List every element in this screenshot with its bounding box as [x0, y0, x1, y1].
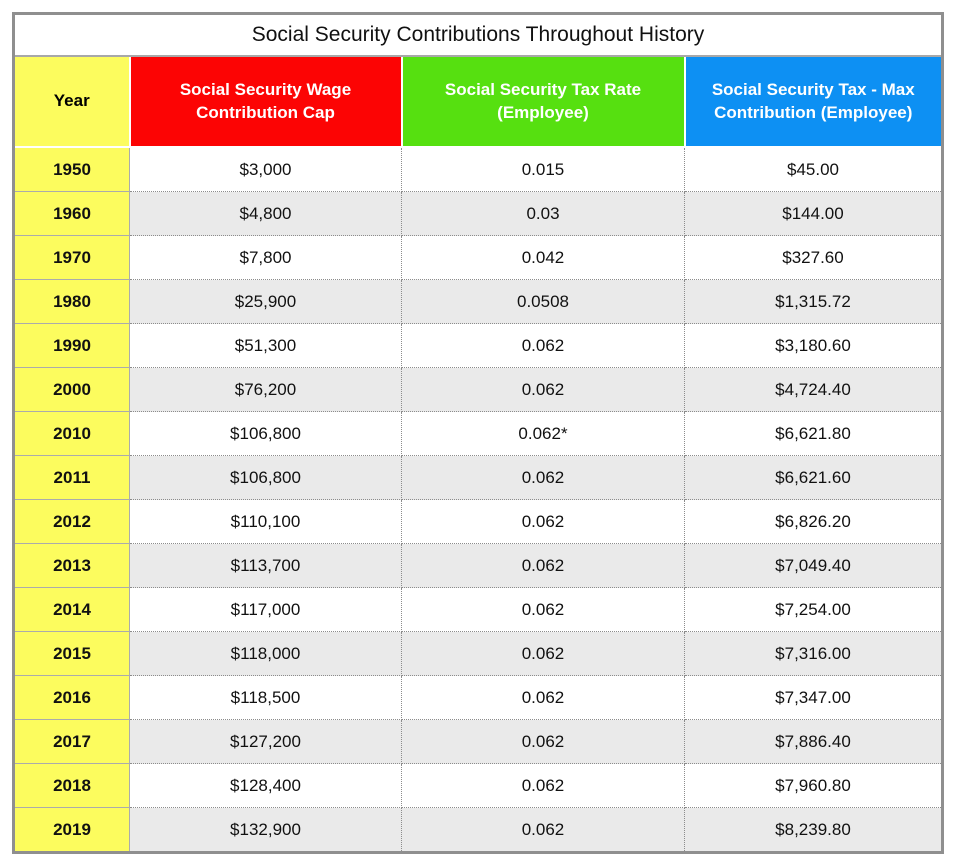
max-contribution-cell: $327.60	[684, 235, 943, 280]
tax-rate-cell: 0.062	[401, 807, 685, 853]
column-header-wage-contribution-cap: Social Security Wage Contribution Cap	[128, 55, 403, 148]
year-cell: 2000	[13, 367, 130, 412]
table-row: 1970 $7,800 0.042 $327.60	[13, 235, 943, 280]
year-cell: 1970	[13, 235, 130, 280]
tax-rate-cell: 0.062	[401, 323, 685, 368]
wage-cap-cell: $113,700	[129, 543, 402, 588]
max-contribution-cell: $8,239.80	[684, 807, 943, 853]
year-cell: 2012	[13, 499, 130, 544]
year-cell: 2015	[13, 631, 130, 676]
table-row: 2016 $118,500 0.062 $7,347.00	[13, 675, 943, 720]
social-security-table-container: Social Security Contributions Throughout…	[12, 12, 944, 854]
max-contribution-cell: $3,180.60	[684, 323, 943, 368]
social-security-history-table: Social Security Contributions Throughout…	[12, 12, 944, 854]
year-cell: 2016	[13, 675, 130, 720]
tax-rate-cell: 0.015	[401, 146, 685, 192]
year-cell: 1980	[13, 279, 130, 324]
table-title: Social Security Contributions Throughout…	[13, 13, 943, 57]
wage-cap-cell: $25,900	[129, 279, 402, 324]
table-row: 2019 $132,900 0.062 $8,239.80	[13, 807, 943, 853]
table-row: 1960 $4,800 0.03 $144.00	[13, 191, 943, 236]
wage-cap-cell: $76,200	[129, 367, 402, 412]
tax-rate-cell: 0.062	[401, 719, 685, 764]
max-contribution-cell: $45.00	[684, 146, 943, 192]
table-row: 2010 $106,800 0.062* $6,621.80	[13, 411, 943, 456]
table-row: 2015 $118,000 0.062 $7,316.00	[13, 631, 943, 676]
wage-cap-cell: $106,800	[129, 411, 402, 456]
year-cell: 2014	[13, 587, 130, 632]
tax-rate-cell: 0.062	[401, 367, 685, 412]
max-contribution-cell: $7,886.40	[684, 719, 943, 764]
title-row: Social Security Contributions Throughout…	[13, 13, 943, 57]
tax-rate-cell: 0.062	[401, 587, 685, 632]
table-row: 2012 $110,100 0.062 $6,826.20	[13, 499, 943, 544]
wage-cap-cell: $117,000	[129, 587, 402, 632]
max-contribution-cell: $1,315.72	[684, 279, 943, 324]
tax-rate-cell: 0.03	[401, 191, 685, 236]
wage-cap-cell: $110,100	[129, 499, 402, 544]
table-row: 2000 $76,200 0.062 $4,724.40	[13, 367, 943, 412]
table-row: 1990 $51,300 0.062 $3,180.60	[13, 323, 943, 368]
max-contribution-cell: $7,316.00	[684, 631, 943, 676]
max-contribution-cell: $7,254.00	[684, 587, 943, 632]
wage-cap-cell: $132,900	[129, 807, 402, 853]
year-cell: 1990	[13, 323, 130, 368]
year-cell: 2011	[13, 455, 130, 500]
wage-cap-cell: $118,000	[129, 631, 402, 676]
max-contribution-cell: $7,960.80	[684, 763, 943, 808]
table-row: 2013 $113,700 0.062 $7,049.40	[13, 543, 943, 588]
table-row: 1980 $25,900 0.0508 $1,315.72	[13, 279, 943, 324]
max-contribution-cell: $6,621.80	[684, 411, 943, 456]
max-contribution-cell: $6,621.60	[684, 455, 943, 500]
tax-rate-cell: 0.062*	[401, 411, 685, 456]
tax-rate-cell: 0.042	[401, 235, 685, 280]
tax-rate-cell: 0.062	[401, 631, 685, 676]
year-cell: 2013	[13, 543, 130, 588]
max-contribution-cell: $6,826.20	[684, 499, 943, 544]
tax-rate-cell: 0.062	[401, 455, 685, 500]
year-cell: 2010	[13, 411, 130, 456]
tax-rate-cell: 0.062	[401, 499, 685, 544]
wage-cap-cell: $7,800	[129, 235, 402, 280]
max-contribution-cell: $144.00	[684, 191, 943, 236]
year-cell: 2019	[13, 807, 130, 853]
tax-rate-cell: 0.062	[401, 675, 685, 720]
year-cell: 1960	[13, 191, 130, 236]
table-row: 2017 $127,200 0.062 $7,886.40	[13, 719, 943, 764]
year-cell: 2017	[13, 719, 130, 764]
year-cell: 1950	[13, 146, 130, 192]
year-cell: 2018	[13, 763, 130, 808]
tax-rate-cell: 0.062	[401, 543, 685, 588]
wage-cap-cell: $51,300	[129, 323, 402, 368]
max-contribution-cell: $7,347.00	[684, 675, 943, 720]
wage-cap-cell: $118,500	[129, 675, 402, 720]
column-header-tax-rate: Social Security Tax Rate (Employee)	[400, 55, 686, 148]
wage-cap-cell: $3,000	[129, 146, 402, 192]
tax-rate-cell: 0.0508	[401, 279, 685, 324]
max-contribution-cell: $4,724.40	[684, 367, 943, 412]
table-row: 2018 $128,400 0.062 $7,960.80	[13, 763, 943, 808]
table-row: 2014 $117,000 0.062 $7,254.00	[13, 587, 943, 632]
tax-rate-cell: 0.062	[401, 763, 685, 808]
column-header-max-contribution: Social Security Tax - Max Contribution (…	[683, 55, 944, 148]
wage-cap-cell: $127,200	[129, 719, 402, 764]
table-row: 1950 $3,000 0.015 $45.00	[13, 146, 943, 192]
column-header-year: Year	[12, 55, 131, 148]
header-row: Year Social Security Wage Contribution C…	[12, 55, 944, 148]
wage-cap-cell: $106,800	[129, 455, 402, 500]
max-contribution-cell: $7,049.40	[684, 543, 943, 588]
wage-cap-cell: $128,400	[129, 763, 402, 808]
wage-cap-cell: $4,800	[129, 191, 402, 236]
table-row: 2011 $106,800 0.062 $6,621.60	[13, 455, 943, 500]
